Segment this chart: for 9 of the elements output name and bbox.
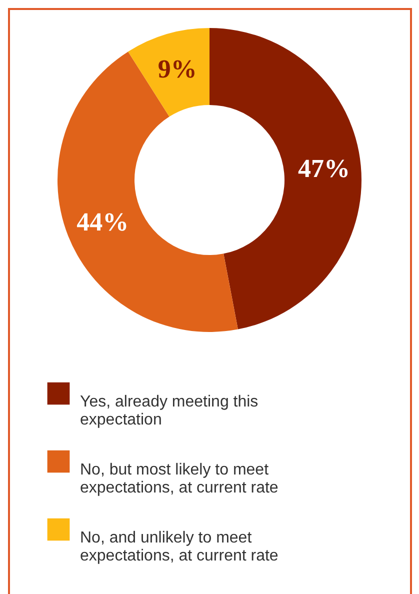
data-label: 44% (76, 207, 129, 236)
donut-slice (128, 28, 210, 117)
donut-slice (58, 52, 238, 332)
legend-label: No, but most likely to meet expectations, at current rate (80, 462, 278, 496)
donut-slice (210, 28, 362, 330)
legend-label: No, and unlikely to meet expectations, at current rate (80, 530, 278, 564)
data-label: 9% (158, 54, 197, 84)
data-label: 47% (298, 154, 350, 184)
legend-label: Yes, already meeting this expectation (80, 394, 258, 428)
